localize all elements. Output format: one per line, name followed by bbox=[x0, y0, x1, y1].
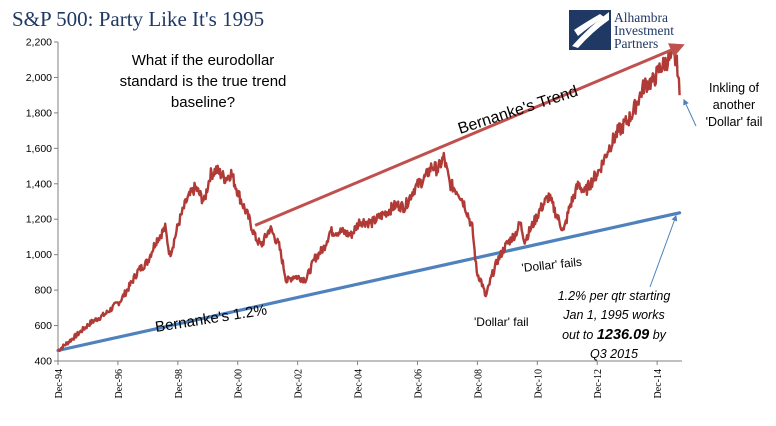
y-tick-label: 2,200 bbox=[26, 37, 52, 49]
baseline-note-line-2: Jan 1, 1995 works bbox=[562, 308, 664, 322]
baseline-note-arrow bbox=[649, 214, 678, 288]
question-line-2: standard is the true trend bbox=[120, 73, 287, 90]
y-tick-label: 400 bbox=[34, 356, 52, 368]
baseline-note-line-1: 1.2% per qtr starting bbox=[558, 289, 671, 303]
bernanke-trend-label: Bernanke's Trend bbox=[456, 83, 580, 138]
company-logo: Alhambra Investment Partners bbox=[569, 10, 674, 51]
logo-line-1: Alhambra bbox=[614, 10, 668, 25]
baseline-note-value: 1236.09 bbox=[597, 327, 649, 343]
y-tick-label: 1,000 bbox=[26, 249, 52, 261]
baseline-note: 1.2% per qtr starting Jan 1, 1995 works … bbox=[558, 289, 671, 361]
y-tick-label: 600 bbox=[34, 320, 52, 332]
logo-swoosh-2 bbox=[574, 14, 604, 36]
x-tick-label: Dec-00 bbox=[234, 369, 245, 398]
inkling-line-1: Inkling of bbox=[709, 81, 760, 95]
inkling-line-2: another bbox=[713, 98, 755, 112]
logo-line-3: Partners bbox=[614, 36, 658, 51]
x-tick-label: Dec-14 bbox=[653, 369, 664, 398]
y-tick-label: 800 bbox=[34, 285, 52, 297]
bernanke-trend-arrow bbox=[254, 43, 685, 227]
x-tick-label: Dec-02 bbox=[294, 369, 305, 398]
axes bbox=[57, 42, 682, 362]
x-tick-label: Dec-12 bbox=[593, 369, 604, 398]
bernanke-baseline-label: Bernanke's 1.2% bbox=[154, 301, 268, 335]
x-tick-label: Dec-10 bbox=[533, 369, 544, 398]
y-tick-label: 2,000 bbox=[26, 72, 52, 84]
x-tick-label: Dec-98 bbox=[174, 369, 185, 398]
x-ticks: Dec-94 Dec-96 Dec-98 Dec-00 Dec-02 Dec-04 Dec-… bbox=[54, 361, 664, 398]
x-tick-label: Dec-04 bbox=[354, 369, 365, 398]
inkling-annotation: Inkling of another 'Dollar' fail bbox=[706, 81, 763, 129]
y-tick-label: 1,600 bbox=[26, 143, 52, 155]
question-annotation: What if the eurodollar standard is the t… bbox=[120, 52, 287, 111]
inkling-line-3: 'Dollar' fail bbox=[706, 115, 763, 129]
series-layer bbox=[56, 49, 682, 353]
dollar-fail-label: 'Dollar' fail bbox=[474, 315, 529, 329]
arrow-layer bbox=[254, 43, 697, 288]
baseline-note-line-5: Q3 2015 bbox=[590, 347, 638, 361]
baseline-series-line bbox=[56, 211, 682, 353]
inkling-arrow bbox=[683, 98, 697, 127]
y-tick-label: 1,400 bbox=[26, 178, 52, 190]
sp500-series-line bbox=[57, 49, 681, 353]
y-ticks: 400 600 800 1,000 1,200 1,400 1,600 1,800 2,000 2… bbox=[26, 37, 58, 368]
x-tick-label: Dec-08 bbox=[473, 369, 484, 398]
y-tick-label: 1,800 bbox=[26, 107, 52, 119]
baseline-note-line-4: out to 1236.09 by bbox=[562, 327, 667, 343]
x-tick-label: Dec-06 bbox=[413, 369, 424, 398]
baseline-note-suffix: by bbox=[649, 328, 666, 342]
y-tick-label: 1,200 bbox=[26, 214, 52, 226]
baseline-note-prefix: out to bbox=[562, 328, 593, 342]
dollar-fails-label: 'Dollar' fails bbox=[521, 255, 583, 275]
logo-swoosh bbox=[572, 12, 609, 48]
x-tick-label: Dec-96 bbox=[114, 369, 125, 398]
logo-line-2: Investment bbox=[614, 23, 674, 38]
chart-title: S&P 500: Party Like It's 1995 bbox=[12, 7, 264, 31]
question-line-1: What if the eurodollar bbox=[132, 52, 275, 69]
question-line-3: baseline? bbox=[171, 94, 235, 111]
x-tick-label: Dec-94 bbox=[54, 369, 65, 398]
